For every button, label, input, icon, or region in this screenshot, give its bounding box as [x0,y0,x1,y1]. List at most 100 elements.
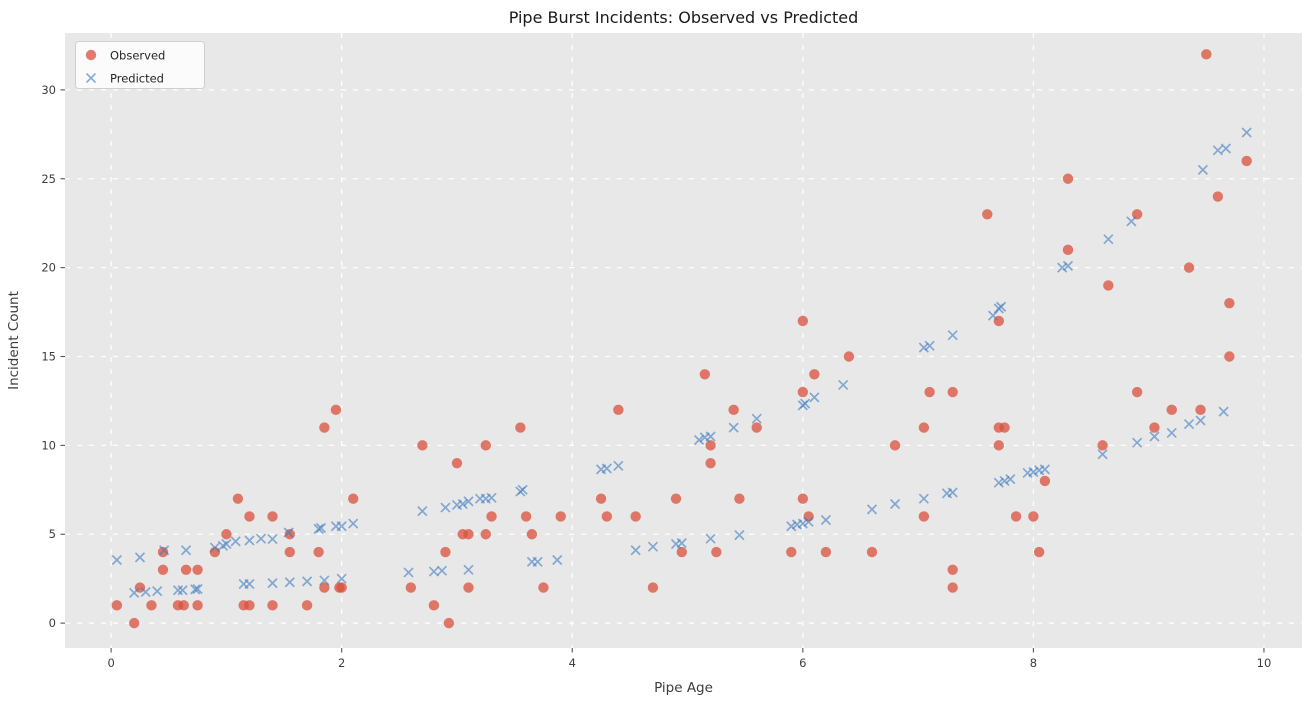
x-axis-label: Pipe Age [654,680,713,696]
scatter-point-observed [1131,209,1143,220]
scatter-point-predicted [319,575,330,586]
y-tick-label: 10 [41,438,56,452]
scatter-point-predicted [705,431,716,442]
scatter-point-observed [676,546,687,558]
scatter-point-predicted [1197,164,1208,175]
scatter-point-observed [348,493,359,504]
scatter-point-predicted [918,493,929,504]
legend-label-predicted: Predicted [110,72,164,86]
scatter-point-observed [244,600,255,611]
scatter-point-observed [809,369,820,380]
scatter-point-predicted [283,527,294,538]
scatter-point-observed [918,511,930,522]
scatter-point-observed [803,511,814,522]
scatter-point-predicted [838,379,849,391]
scatter-point-predicted [1195,415,1206,426]
scatter-point-predicted [1062,260,1074,271]
scatter-point-observed [480,440,491,451]
scatter-point-observed [440,546,451,558]
scatter-point-predicted [601,463,612,474]
scatter-point-predicted [129,587,140,599]
scatter-point-observed [1103,280,1114,291]
scatter-point-observed [924,386,935,398]
scatter-point-observed [820,546,832,558]
scatter-point-observed [1097,440,1108,451]
scatter-point-observed [1062,173,1074,184]
scatter-point-predicted [1220,143,1232,154]
scatter-point-predicted [751,413,762,424]
scatter-point-predicted [1028,466,1039,478]
scatter-point-observed [221,529,232,540]
scatter-point-observed [313,546,324,558]
scatter-point-predicted [1166,427,1177,439]
scatter-point-predicted [463,496,474,507]
scatter-point-predicted [1218,406,1229,417]
scatter-point-observed [267,600,278,611]
scatter-point-predicted [1005,474,1016,485]
scatter-point-predicted [705,533,716,544]
scatter-point-predicted [1057,262,1068,273]
scatter-point-predicted [315,522,327,534]
scatter-point-predicted [403,567,414,578]
scatter-point-observed [947,386,958,398]
scatter-point-observed [428,600,440,611]
scatter-point-predicted [630,545,641,556]
scatter-point-predicted [993,477,1004,488]
scatter-point-predicted [947,487,958,498]
scatter-point-predicted [517,484,528,495]
legend: Observed Predicted [75,41,205,89]
scatter-point-observed [866,546,878,558]
scatter-point-predicted [313,523,324,535]
scatter-point-observed [1212,191,1224,202]
scatter-point-observed [843,351,855,362]
scatter-point-observed [157,564,169,575]
scatter-point-observed [284,546,296,558]
scatter-point-observed [705,457,716,469]
scatter-point-observed [267,511,278,522]
scatter-point-observed [670,493,682,504]
scatter-point-predicted [1103,234,1114,245]
scatter-point-observed [947,582,958,593]
scatter-point-observed [192,564,203,575]
scatter-point-predicted [267,533,278,545]
scatter-point-observed [1241,155,1252,167]
scatter-point-observed [595,493,607,504]
scatter-point-predicted [244,578,255,590]
scatter-point-observed [520,511,532,522]
y-tick-label: 0 [49,616,56,630]
scatter-point-predicted [486,492,497,503]
scatter-point-observed [111,600,123,611]
x-tick-label: 2 [338,656,345,670]
scatter-point-observed [647,582,659,593]
scatter-point-predicted [947,330,958,341]
y-tick-label: 15 [41,349,56,363]
scatter-point-observed [192,600,203,611]
scatter-point-observed [555,511,566,522]
scatter-point-predicted [1241,127,1252,138]
scatter-point-predicted [209,542,220,553]
series-observed [111,49,1252,629]
y-tick-label: 30 [41,83,56,97]
scatter-point-predicted [134,552,146,563]
scatter-point-predicted [190,584,201,595]
scatter-point-predicted [457,498,468,510]
legend-label-observed: Observed [110,49,165,63]
scatter-point-observed [463,582,474,593]
scatter-point-observed [1201,49,1212,60]
scatter-point-predicted [152,586,163,597]
scatter-point-observed [601,511,613,522]
scatter-point-observed [405,582,417,593]
scatter-point-observed [947,564,958,575]
scatter-point-observed [1149,422,1160,433]
scatter-point-predicted [803,516,814,527]
scatter-point-observed [797,493,809,504]
scatter-point-observed [1224,297,1235,309]
scatter-point-predicted [336,573,347,584]
scatter-point-predicted [889,498,901,510]
scatter-point-observed [443,617,455,629]
scatter-point-observed [630,511,641,522]
scatter-point-observed [699,369,711,380]
scatter-point-observed [1224,351,1235,362]
scatter-point-predicted [797,518,808,529]
